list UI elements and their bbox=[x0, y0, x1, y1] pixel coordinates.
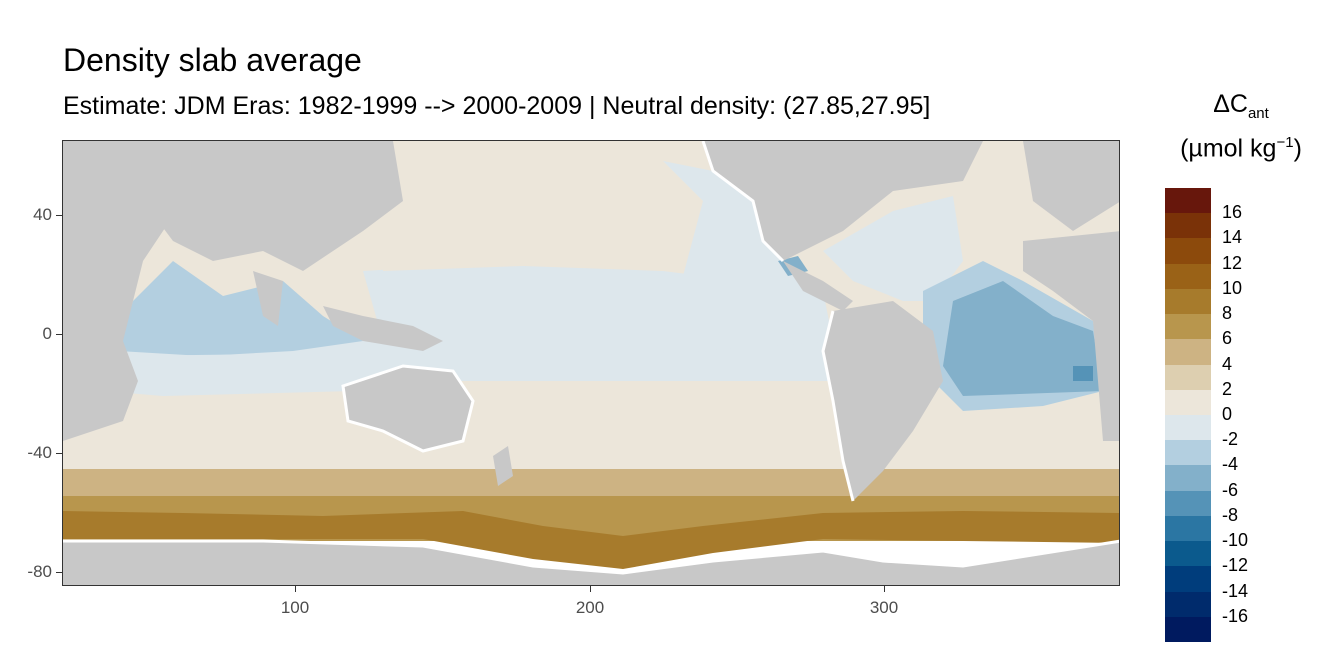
coastline-no-data bbox=[63, 141, 1119, 575]
legend-label: 14 bbox=[1222, 227, 1243, 248]
x-tick-mark-200 bbox=[590, 586, 591, 592]
north-pacific-region bbox=[383, 161, 703, 271]
legend-label: -14 bbox=[1222, 580, 1249, 601]
x-tick-label: 200 bbox=[575, 598, 605, 617]
legend-label: -4 bbox=[1222, 454, 1239, 475]
legend-label: -16 bbox=[1222, 605, 1249, 626]
land-india bbox=[253, 271, 283, 326]
y-tick-mark-40 bbox=[56, 215, 62, 216]
legend-swatch bbox=[1165, 490, 1211, 517]
land-central-america bbox=[783, 261, 853, 311]
legend-label: 8 bbox=[1222, 303, 1233, 324]
land-europe-africa-east bbox=[1023, 231, 1119, 441]
land-australia bbox=[343, 366, 473, 451]
legend-swatch bbox=[1165, 415, 1211, 441]
legend-swatch bbox=[1165, 591, 1211, 618]
map-panel bbox=[62, 140, 1120, 586]
legend-swatch bbox=[1165, 566, 1211, 593]
land-indonesia bbox=[323, 306, 443, 351]
southern-ocean-strong bbox=[63, 511, 1119, 569]
y-tick-label: -40 bbox=[27, 443, 52, 462]
legend-colorbar bbox=[1165, 188, 1211, 643]
y-tick-mark-minus40 bbox=[56, 453, 62, 454]
y-tick-mark-0 bbox=[56, 334, 62, 335]
y-tick-label: 40 bbox=[33, 205, 52, 224]
x-tick-mark-100 bbox=[295, 586, 296, 592]
legend-label: -8 bbox=[1222, 504, 1239, 525]
legend-label: 2 bbox=[1222, 378, 1233, 399]
legend-label: 16 bbox=[1222, 202, 1243, 223]
land-new-zealand bbox=[493, 446, 513, 486]
y-tick-label: 0 bbox=[42, 324, 52, 343]
x-tick-label: 100 bbox=[280, 598, 310, 617]
legend-swatch bbox=[1165, 188, 1211, 214]
legend-label: 10 bbox=[1222, 277, 1243, 298]
legend-swatch bbox=[1165, 616, 1211, 643]
legend-swatch bbox=[1165, 541, 1211, 567]
legend-swatch bbox=[1165, 238, 1211, 265]
indian-ocean-light bbox=[103, 353, 363, 396]
legend-swatch bbox=[1165, 515, 1211, 542]
legend-swatch bbox=[1165, 339, 1211, 366]
pacific-equatorial-band bbox=[363, 261, 833, 366]
page-subtitle: Estimate: JDM Eras: 1982-1999 --> 2000-2… bbox=[63, 92, 931, 120]
legend-label: 12 bbox=[1222, 252, 1243, 273]
map-canvas bbox=[63, 141, 1119, 585]
legend-label: 6 bbox=[1222, 328, 1233, 349]
legend-label: -10 bbox=[1222, 530, 1249, 551]
legend-swatch bbox=[1165, 288, 1211, 315]
legend-label: -6 bbox=[1222, 479, 1239, 500]
legend-swatch bbox=[1165, 389, 1211, 416]
legend-swatch bbox=[1165, 364, 1211, 391]
legend-swatch bbox=[1165, 440, 1211, 466]
legend-title-units: (µmol kg−1) bbox=[1180, 134, 1302, 163]
indian-ocean-blue bbox=[118, 261, 363, 356]
land-asia bbox=[63, 141, 403, 271]
land-north-america bbox=[703, 141, 983, 261]
legend-swatch bbox=[1165, 314, 1211, 340]
legend-swatch bbox=[1165, 263, 1211, 290]
land-greenland bbox=[1023, 141, 1119, 231]
x-tick-label: 300 bbox=[869, 598, 899, 617]
north-atlantic-light bbox=[823, 196, 963, 301]
y-tick-mark-minus80 bbox=[56, 572, 62, 573]
land-masses bbox=[63, 141, 1119, 585]
legend-label: 0 bbox=[1222, 404, 1233, 424]
legend-label: -12 bbox=[1222, 555, 1249, 576]
page-title: Density slab average bbox=[63, 42, 362, 78]
land-africa bbox=[63, 161, 183, 441]
legend-label: -2 bbox=[1222, 429, 1239, 450]
ocean-band-south-mid bbox=[63, 469, 1119, 499]
land-antarctica bbox=[63, 541, 1119, 585]
atlantic-spot bbox=[1073, 366, 1093, 381]
north-pacific-east bbox=[663, 161, 823, 291]
legend-swatch bbox=[1165, 213, 1211, 239]
legend-swatch bbox=[1165, 465, 1211, 492]
ocean-band-south-light bbox=[63, 381, 1119, 471]
legend-title-variable: ΔCant bbox=[1213, 90, 1269, 122]
legend-label: 4 bbox=[1222, 353, 1233, 374]
y-tick-label: -80 bbox=[27, 562, 52, 581]
land-south-america bbox=[823, 301, 943, 501]
atlantic-blue-deep bbox=[943, 281, 1103, 396]
x-tick-mark-300 bbox=[884, 586, 885, 592]
